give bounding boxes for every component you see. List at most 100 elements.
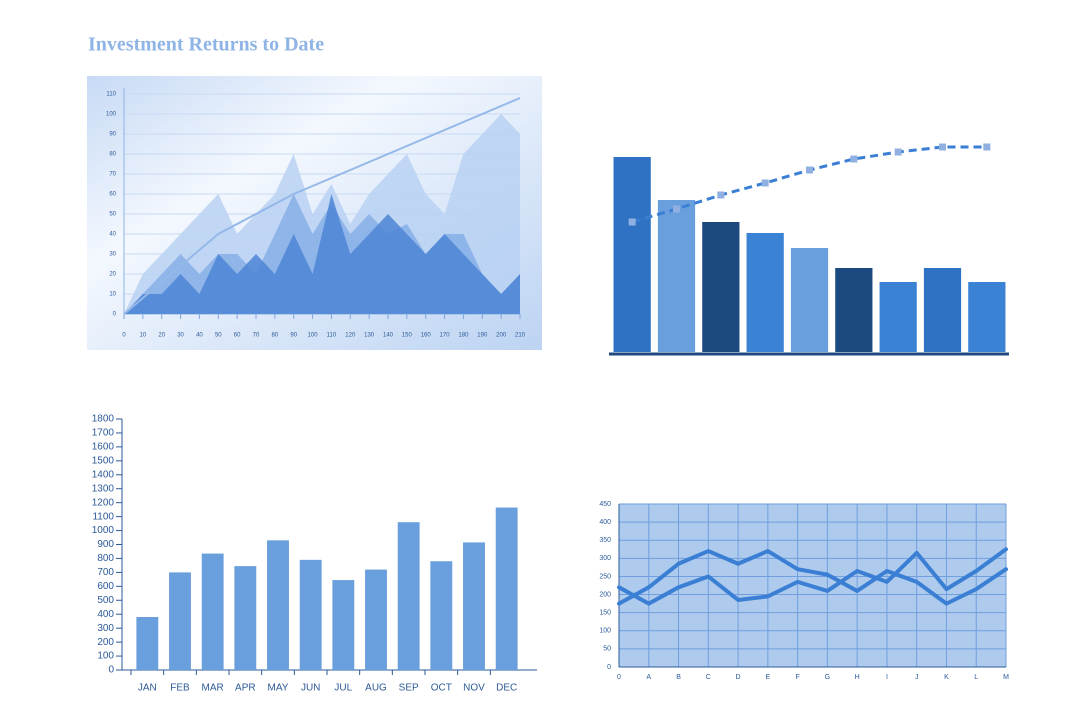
x-tick-label: JAN <box>138 683 157 694</box>
x-tick-label: MAR <box>202 683 224 694</box>
x-tick-label: AUG <box>365 683 387 694</box>
y-tick-label: 40 <box>109 232 116 238</box>
bar <box>463 542 485 670</box>
x-tick-label: 160 <box>421 333 432 339</box>
line <box>617 547 1008 606</box>
y-tick-label: 1700 <box>92 428 115 439</box>
y-tick-label: 100 <box>599 628 611 635</box>
marker <box>628 218 636 226</box>
x-tick-label: 190 <box>477 333 488 339</box>
x-tick-label: J <box>915 674 919 681</box>
x-tick-label: 200 <box>496 333 507 339</box>
x-tick-label: APR <box>235 683 256 694</box>
bar <box>397 522 420 670</box>
y-tick-label: 100 <box>97 651 114 662</box>
y-tick-label: 1100 <box>92 511 114 522</box>
x-tick-label: MAY <box>268 683 289 694</box>
y-tick-label: 400 <box>97 609 114 620</box>
y-tick-label: 1200 <box>92 497 115 508</box>
x-tick-label: L <box>974 674 978 681</box>
x-tick-label: A <box>646 674 651 681</box>
x-tick-label: JUN <box>301 683 320 694</box>
marker <box>806 166 813 174</box>
y-tick-label: 200 <box>97 637 114 648</box>
x-tick-label: 40 <box>196 333 203 339</box>
bar <box>923 268 962 352</box>
bar <box>835 268 873 352</box>
y-tick-label: 600 <box>97 581 114 592</box>
y-tick-label: 10 <box>109 292 116 298</box>
y-tick-label: 50 <box>109 212 116 218</box>
bar <box>234 566 257 670</box>
y-tick-label: 700 <box>97 567 114 578</box>
bar <box>430 561 453 670</box>
y-tick-label: 90 <box>109 132 116 138</box>
x-tick-label: 0 <box>122 333 126 339</box>
x-tick-label: 80 <box>272 333 279 339</box>
x-tick-label: C <box>706 674 711 681</box>
y-tick-label: 1600 <box>92 442 115 453</box>
y-tick-label: 0 <box>113 312 117 318</box>
x-tick-label: H <box>855 674 860 681</box>
x-tick-label: 130 <box>364 333 375 339</box>
x-tick-label: M <box>1003 674 1009 681</box>
y-tick-label: 300 <box>97 623 114 634</box>
y-tick-label: 900 <box>97 539 114 550</box>
marker <box>983 143 991 151</box>
x-tick-label: K <box>944 674 949 681</box>
x-tick-label: 150 <box>402 333 413 339</box>
x-tick-label: 60 <box>234 333 241 339</box>
x-tick-label: JUL <box>334 683 352 694</box>
x-tick-label: 180 <box>458 333 469 339</box>
x-tick-label: I <box>886 674 888 681</box>
bar <box>657 200 696 352</box>
bar <box>365 569 387 670</box>
x-tick-label: SEP <box>399 683 419 694</box>
y-tick-label: 20 <box>109 272 116 278</box>
y-tick-label: 0 <box>108 665 114 676</box>
bar <box>702 222 740 352</box>
y-tick-label: 50 <box>603 646 611 653</box>
bar <box>332 580 355 670</box>
x-tick-label: FEB <box>170 683 190 694</box>
bar <box>968 282 1006 352</box>
x-tick-label: 50 <box>215 333 222 339</box>
y-tick-label: 250 <box>599 573 611 580</box>
x-tick-label: G <box>825 674 830 681</box>
trend-line <box>123 97 521 315</box>
x-tick-label: E <box>766 674 771 681</box>
marker <box>850 155 858 163</box>
line <box>617 549 1008 606</box>
bar <box>136 617 159 670</box>
y-tick-label: 0 <box>607 664 611 671</box>
marker <box>717 191 725 199</box>
y-tick-label: 100 <box>106 112 117 118</box>
y-tick-label: 150 <box>599 610 611 617</box>
y-tick-label: 800 <box>97 553 114 564</box>
y-tick-label: 110 <box>106 92 116 98</box>
y-tick-label: 1500 <box>92 455 115 466</box>
bar <box>790 248 829 352</box>
x-tick-label: 210 <box>515 333 526 339</box>
y-tick-label: 300 <box>599 555 611 562</box>
bar <box>746 233 784 352</box>
y-tick-label: 450 <box>599 501 611 508</box>
bar <box>201 553 224 670</box>
x-tick-label: 20 <box>158 333 165 339</box>
y-tick-label: 350 <box>599 537 611 544</box>
y-tick-label: 400 <box>599 519 611 526</box>
x-tick-label: F <box>795 674 799 681</box>
y-tick-label: 70 <box>109 172 116 178</box>
marker <box>761 179 769 187</box>
x-tick-label: NOV <box>463 683 485 694</box>
page-title: Investment Returns to Date <box>88 34 324 56</box>
x-tick-label: 120 <box>345 333 356 339</box>
x-tick-label: DEC <box>496 683 517 694</box>
x-tick-label: D <box>736 674 741 681</box>
bar <box>169 572 191 670</box>
y-tick-label: 30 <box>109 252 116 258</box>
y-tick-label: 1400 <box>92 469 115 480</box>
x-tick-label: 70 <box>253 333 260 339</box>
